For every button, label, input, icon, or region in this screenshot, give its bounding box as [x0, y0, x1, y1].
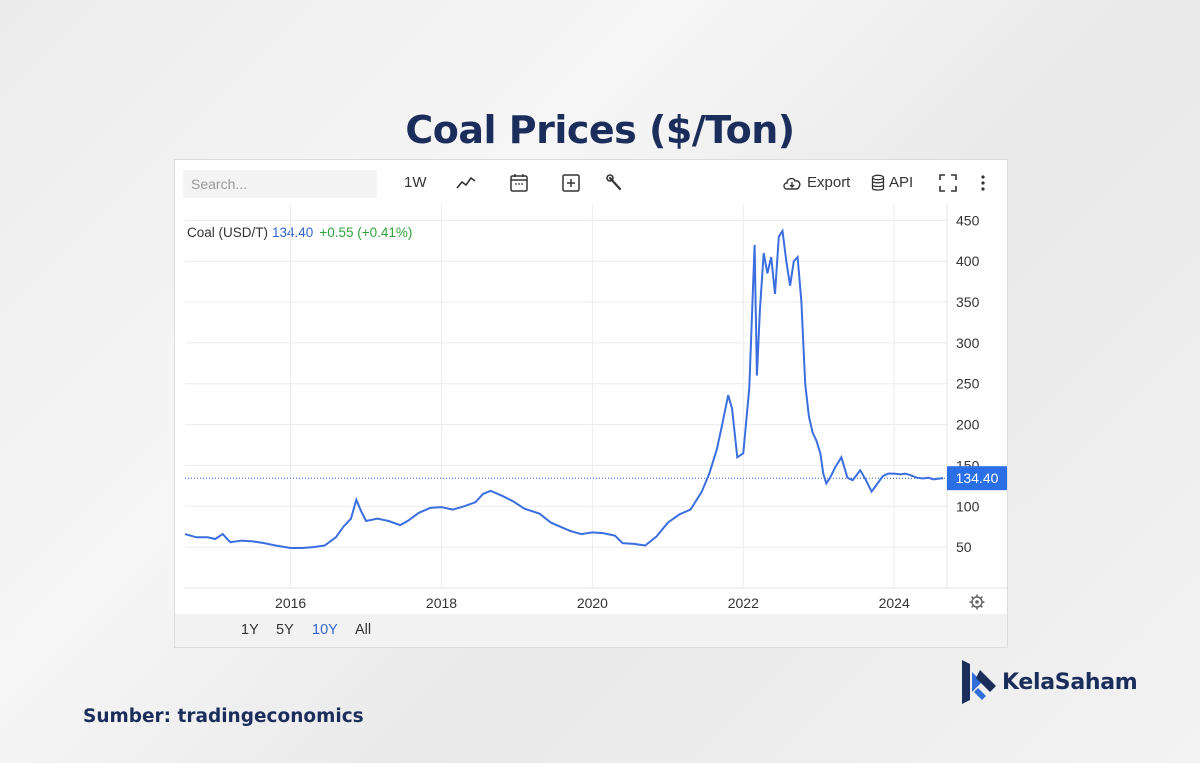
- range-button-all[interactable]: All: [355, 622, 372, 638]
- x-tick-label: 2016: [275, 595, 306, 611]
- y-tick-label: 100: [956, 498, 980, 514]
- chart-toolbar: 1W Export API: [175, 160, 1007, 204]
- cloud-download-icon: [783, 177, 801, 190]
- page-title: Coal Prices ($/Ton): [405, 108, 795, 152]
- chart-grid: [185, 204, 1007, 589]
- kelasaham-logo-icon: [962, 660, 996, 704]
- plus-square-icon[interactable]: [560, 172, 582, 194]
- legend-symbol: Coal (USD/T): [187, 225, 269, 240]
- y-tick-label: 450: [956, 212, 980, 228]
- x-tick-label: 2022: [728, 595, 759, 611]
- api-label: API: [889, 174, 914, 191]
- calendar-icon[interactable]: [508, 172, 530, 194]
- chart-widget: 1W Export API Coal (USD/T)134.40+0.55 (+…: [174, 159, 1008, 648]
- series-line-coal: [184, 228, 944, 549]
- x-tick-label: 2018: [426, 595, 457, 611]
- interval-button[interactable]: 1W: [404, 174, 427, 191]
- x-tick-label: 2024: [879, 595, 910, 611]
- y-tick-label: 200: [956, 417, 980, 433]
- range-selector: 1Y 5Y 10Y All: [175, 614, 1007, 647]
- api-button[interactable]: API: [871, 172, 913, 194]
- last-price-value: 134.40: [956, 470, 999, 486]
- y-tick-label: 50: [956, 539, 972, 555]
- range-button-5y[interactable]: 5Y: [276, 622, 294, 638]
- last-price-label: 134.40: [947, 466, 1007, 491]
- y-tick-label: 250: [956, 376, 980, 392]
- last-price-badge: [947, 466, 1007, 491]
- brand-logo: KelaSaham: [960, 658, 1138, 706]
- y-tick-label: 350: [956, 294, 980, 310]
- more-vertical-icon[interactable]: [972, 172, 994, 194]
- database-icon: [871, 174, 885, 191]
- line-chart-icon[interactable]: [455, 172, 477, 194]
- y-tick-label: 400: [956, 253, 980, 269]
- legend-price: 134.40: [272, 225, 314, 240]
- search-input[interactable]: [183, 170, 377, 198]
- settings-icon[interactable]: [969, 594, 985, 610]
- fullscreen-icon[interactable]: [937, 172, 959, 194]
- chart-legend: Coal (USD/T) 134.40 +0.55 (+0.41%): [187, 225, 412, 240]
- brand-name: KelaSaham: [1002, 669, 1138, 695]
- export-label: Export: [807, 174, 851, 191]
- legend-change: +0.55 (+0.41%): [319, 225, 413, 240]
- wrench-icon[interactable]: [604, 172, 626, 194]
- range-button-10y[interactable]: 10Y: [312, 622, 338, 638]
- source-caption: Sumber: tradingeconomics: [83, 706, 364, 727]
- x-axis: 2016 2018 2020 2022 2024: [275, 595, 910, 611]
- y-tick-label: 300: [956, 335, 980, 351]
- range-button-1y[interactable]: 1Y: [241, 622, 259, 638]
- export-button[interactable]: Export: [781, 172, 850, 194]
- x-tick-label: 2020: [577, 595, 608, 611]
